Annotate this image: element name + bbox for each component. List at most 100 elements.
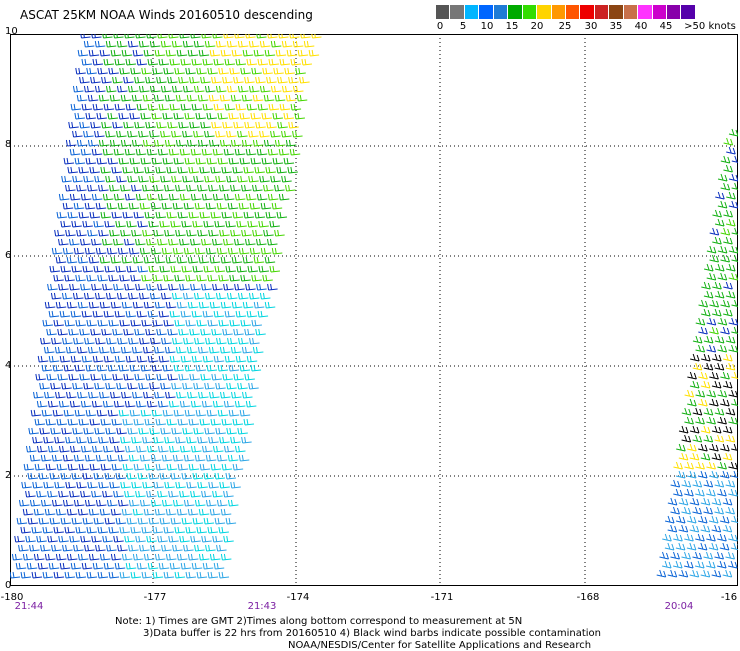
wind-barb bbox=[118, 157, 130, 165]
wind-barb bbox=[117, 454, 129, 462]
wind-barb bbox=[231, 301, 243, 309]
wind-barb bbox=[151, 112, 162, 120]
wind-barb bbox=[112, 76, 123, 84]
wind-barb bbox=[175, 481, 186, 489]
wind-barb bbox=[678, 524, 689, 533]
wind-barb bbox=[217, 112, 228, 120]
wind-barb bbox=[91, 535, 102, 543]
wind-barb bbox=[165, 391, 176, 399]
wind-barb bbox=[44, 508, 56, 516]
wind-barb bbox=[67, 418, 79, 426]
wind-barb bbox=[723, 137, 734, 146]
wind-barb bbox=[71, 265, 83, 273]
wind-barb bbox=[142, 346, 154, 354]
wind-barb bbox=[117, 202, 129, 210]
wind-barb bbox=[146, 400, 158, 408]
wind-barb bbox=[186, 184, 197, 192]
wind-barb bbox=[195, 364, 207, 372]
wind-barb bbox=[678, 452, 689, 461]
wind-barb bbox=[171, 382, 182, 390]
wind-barb bbox=[73, 544, 84, 552]
wind-barb bbox=[65, 184, 76, 192]
wind-barb bbox=[232, 463, 244, 471]
wind-barb bbox=[92, 310, 104, 318]
wind-barb bbox=[722, 569, 733, 578]
wind-barb bbox=[711, 452, 722, 461]
wind-barb bbox=[147, 562, 159, 570]
wind-barb bbox=[119, 274, 130, 282]
wind-barb bbox=[143, 391, 154, 399]
wind-barb bbox=[69, 535, 80, 543]
wind-barb bbox=[128, 202, 140, 210]
wind-barb bbox=[112, 328, 123, 336]
wind-barb bbox=[94, 40, 106, 48]
wind-barb bbox=[193, 85, 205, 93]
wind-barb bbox=[171, 292, 183, 300]
wind-barb bbox=[177, 211, 189, 219]
wind-barb bbox=[146, 535, 157, 543]
wind-barb bbox=[714, 335, 725, 344]
wind-barb bbox=[88, 301, 100, 309]
wind-barb bbox=[85, 409, 97, 417]
wind-barb bbox=[204, 292, 216, 300]
wind-barb bbox=[120, 346, 132, 354]
wind-barb bbox=[687, 443, 697, 452]
wind-barb bbox=[173, 157, 185, 165]
wind-barb bbox=[159, 472, 171, 480]
colorbar-label: 20 bbox=[530, 21, 544, 32]
wind-barb bbox=[717, 488, 727, 497]
wind-barb bbox=[78, 418, 90, 426]
wind-barb bbox=[714, 263, 725, 272]
wind-barb bbox=[303, 40, 315, 48]
wind-barb bbox=[191, 355, 203, 363]
wind-barb bbox=[77, 508, 89, 516]
wind-barb bbox=[264, 256, 276, 264]
wind-barb bbox=[54, 229, 65, 237]
wind-barb bbox=[292, 130, 303, 138]
wind-barb bbox=[202, 103, 214, 111]
wind-barb bbox=[191, 58, 203, 66]
wind-barb bbox=[195, 409, 207, 417]
wind-barb bbox=[120, 139, 132, 147]
wind-barb bbox=[700, 524, 711, 533]
wind-barb bbox=[249, 337, 260, 345]
wind-barb bbox=[131, 436, 142, 444]
wind-barb bbox=[209, 49, 221, 57]
wind-barb bbox=[731, 182, 738, 190]
wind-barb bbox=[53, 319, 64, 327]
wind-barb bbox=[62, 499, 74, 507]
wind-barb bbox=[698, 371, 708, 380]
wind-barb bbox=[220, 508, 232, 516]
wind-barb bbox=[119, 526, 130, 534]
wind-barb bbox=[127, 40, 139, 48]
wind-barb bbox=[90, 121, 101, 129]
wind-barb bbox=[102, 535, 113, 543]
wind-barb bbox=[234, 148, 246, 156]
wind-barb bbox=[98, 346, 110, 354]
wind-barb bbox=[128, 499, 140, 507]
wind-barb bbox=[709, 299, 719, 308]
map-title: ASCAT 25KM NOAA Winds 20160510 descendin… bbox=[20, 8, 313, 22]
wind-barb bbox=[272, 112, 283, 120]
wind-barb bbox=[183, 247, 195, 255]
wind-barb bbox=[200, 238, 212, 246]
wind-barb bbox=[711, 524, 722, 533]
wind-barb bbox=[252, 229, 263, 237]
wind-barb bbox=[275, 49, 287, 57]
wind-barb bbox=[113, 34, 124, 39]
wind-barb bbox=[295, 67, 306, 75]
wind-barb bbox=[76, 139, 88, 147]
wind-barb bbox=[91, 400, 103, 408]
wind-barb bbox=[300, 34, 311, 39]
wind-barb bbox=[686, 470, 697, 479]
wind-barb bbox=[36, 445, 48, 453]
wind-barb bbox=[224, 310, 236, 318]
colorbar-cell bbox=[594, 5, 610, 19]
wind-barb bbox=[204, 130, 215, 138]
wind-barb bbox=[120, 436, 131, 444]
wind-barb bbox=[168, 34, 179, 39]
wind-barb bbox=[226, 85, 238, 93]
wind-barb bbox=[720, 155, 731, 164]
wind-barb bbox=[80, 535, 91, 543]
wind-barb bbox=[89, 211, 101, 219]
